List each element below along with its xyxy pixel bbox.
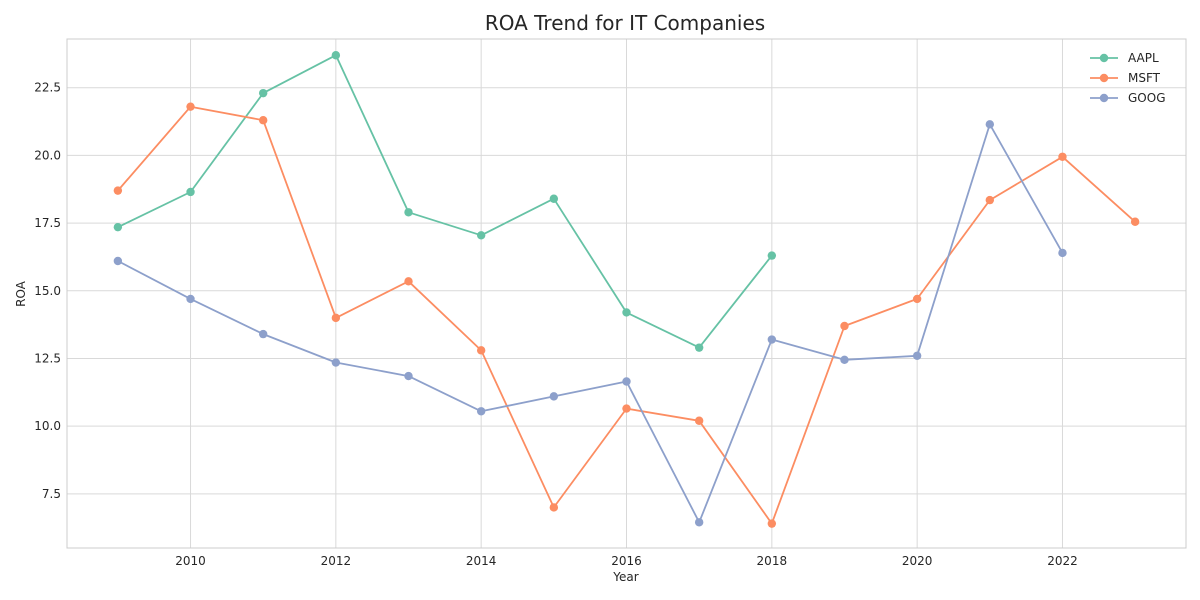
grid (67, 39, 1186, 548)
data-point (985, 195, 995, 205)
data-point (549, 503, 559, 512)
data-point (476, 231, 486, 240)
data-point (840, 321, 849, 331)
data-point (767, 335, 777, 344)
data-point (694, 416, 704, 425)
data-point (767, 251, 777, 260)
legend-item-msft: MSFT (1090, 71, 1161, 85)
data-point (912, 351, 922, 360)
y-axis-label: ROA (14, 280, 28, 307)
data-point (258, 116, 268, 125)
y-tick-label: 15.0 (34, 284, 61, 298)
data-point (476, 346, 486, 355)
y-axis-ticks: 7.5 10.0 12.5 15.0 17.5 20.0 22.5 (34, 81, 61, 501)
legend-label: MSFT (1128, 71, 1161, 85)
y-tick-label: 20.0 (34, 148, 61, 162)
data-point (1058, 152, 1067, 161)
data-point (622, 377, 631, 386)
data-point (694, 518, 704, 527)
legend-label: GOOG (1128, 91, 1166, 105)
x-axis-label: Year (612, 570, 638, 584)
legend: AAPL MSFT GOOG (1090, 51, 1166, 105)
data-point (622, 308, 631, 317)
data-point (186, 102, 195, 111)
legend-label: AAPL (1128, 51, 1159, 65)
data-point (549, 194, 559, 203)
x-tick-label: 2018 (757, 554, 788, 568)
y-tick-label: 7.5 (42, 487, 61, 501)
x-tick-label: 2016 (611, 554, 642, 568)
y-tick-label: 12.5 (34, 351, 61, 365)
data-point (476, 407, 486, 416)
data-point (912, 294, 922, 304)
x-tick-label: 2020 (902, 554, 933, 568)
x-axis-ticks: 2010 2012 2014 2016 2018 2020 2022 (175, 554, 1077, 568)
data-point (1058, 248, 1067, 258)
x-tick-label: 2014 (466, 554, 497, 568)
x-tick-label: 2012 (321, 554, 352, 568)
data-point (258, 329, 268, 339)
plot-area (66, 38, 1187, 549)
data-point (549, 392, 559, 401)
chart-title: ROA Trend for IT Companies (485, 11, 765, 35)
data-point (404, 208, 413, 217)
data-point (331, 51, 341, 60)
series-goog (113, 120, 1067, 527)
data-point (331, 313, 341, 323)
y-tick-label: 17.5 (34, 216, 61, 230)
data-point (404, 277, 413, 286)
legend-item-goog: GOOG (1090, 91, 1166, 105)
data-point (186, 294, 195, 304)
y-tick-label: 22.5 (34, 81, 61, 95)
data-point (186, 187, 195, 197)
legend-marker (1099, 53, 1109, 63)
data-point (840, 355, 849, 365)
series-aapl (113, 51, 777, 352)
x-tick-label: 2022 (1047, 554, 1078, 568)
series-line (117, 123, 1064, 524)
data-point (1130, 217, 1140, 226)
data-point (694, 343, 704, 352)
data-point (331, 358, 341, 367)
legend-marker (1099, 73, 1109, 83)
data-point (622, 404, 631, 413)
series (113, 51, 1140, 528)
data-point (258, 88, 268, 98)
data-point (113, 222, 123, 232)
data-point (113, 186, 123, 195)
series-msft (113, 102, 1140, 528)
legend-marker (1099, 93, 1109, 103)
data-point (767, 519, 777, 528)
data-point (113, 256, 123, 266)
x-tick-label: 2010 (175, 554, 206, 568)
y-tick-label: 10.0 (34, 419, 61, 433)
legend-item-aapl: AAPL (1090, 51, 1159, 65)
series-line (117, 54, 773, 349)
data-point (985, 120, 995, 129)
data-point (404, 371, 413, 381)
